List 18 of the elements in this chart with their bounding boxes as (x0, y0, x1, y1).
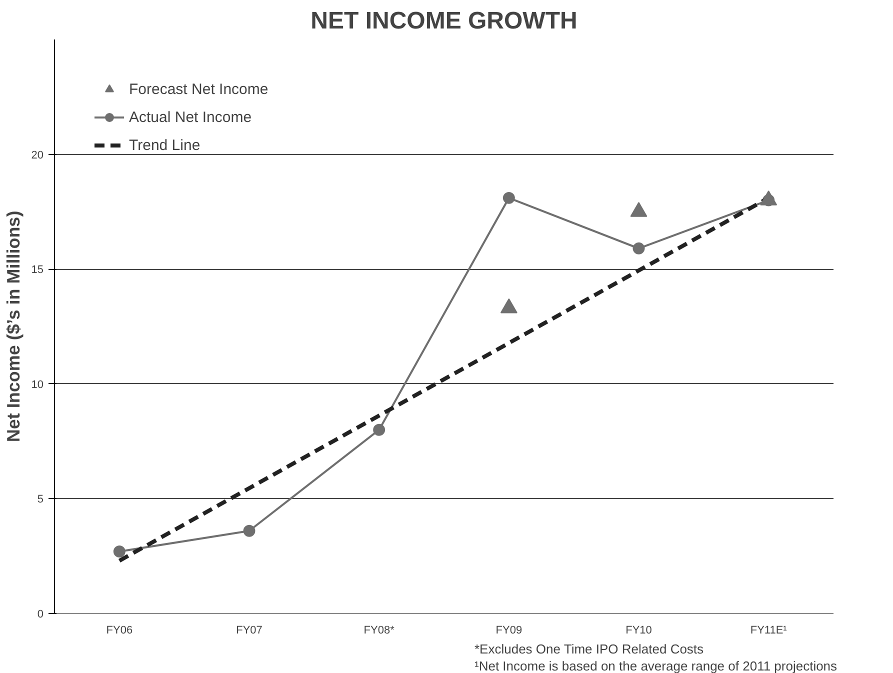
x-tick-label: FY10 (626, 624, 652, 636)
x-tick-label: FY06 (106, 624, 133, 636)
legend-label: Forecast Net Income (129, 80, 268, 98)
x-tick-label: FY11E¹ (750, 624, 788, 636)
chart-title: NET INCOME GROWTH (310, 8, 578, 34)
y-tick-label: 20 (31, 149, 44, 162)
text: *Excludes One Time IPO Related Costs (474, 642, 704, 656)
y-axis-title: Net Income ($’s in Millions) (3, 210, 24, 442)
x-tick-label: FY09 (496, 624, 522, 636)
legend-label: Trend Line (129, 136, 200, 154)
y-tick-label: 0 (37, 608, 44, 620)
y-tick-label: 5 (37, 494, 44, 506)
y-tick-label: 15 (31, 264, 44, 276)
y-tick-label: 10 (31, 378, 44, 391)
x-tick-label: FY07 (236, 624, 262, 636)
text: ¹Net Income is based on the average range of 2011 projections (474, 658, 838, 673)
legend-label: Actual Net Income (129, 108, 252, 126)
x-tick-label: FY08* (364, 624, 396, 636)
